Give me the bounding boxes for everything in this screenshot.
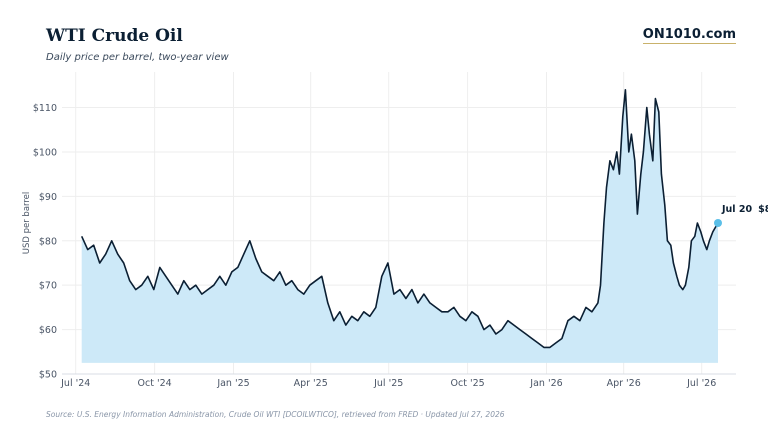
y-tick-label: $80	[39, 236, 57, 247]
source-note: Source: U.S. Energy Information Administ…	[46, 410, 505, 419]
y-tick-label: $90	[39, 192, 57, 203]
x-tick-label: Apr '25	[294, 378, 328, 389]
chart-title: WTI Crude Oil	[46, 26, 183, 46]
chart-subtitle: Daily price per barrel, two-year view	[46, 52, 229, 63]
y-tick-label: $70	[39, 281, 57, 292]
x-tick-label: Jan '25	[216, 378, 249, 389]
end-date: Jul 20	[721, 204, 752, 215]
y-tick-label: $60	[39, 325, 57, 336]
x-tick-label: Oct '25	[451, 378, 485, 389]
y-tick-label: $110	[33, 103, 57, 114]
y-axis-label: USD per barrel	[22, 192, 32, 255]
x-tick-label: Apr '26	[607, 378, 641, 389]
y-tick-label: $100	[33, 147, 57, 158]
latest-price-marker[interactable]	[713, 219, 722, 227]
y-axis-ticks: $50 $60 $70 $80 $90 $100 $110	[33, 103, 57, 380]
x-axis-ticks: Jul '24 Oct '24 Jan '25 Apr '25 Jul '25 Oct '…	[60, 378, 716, 389]
y-tick-label: $50	[39, 370, 57, 381]
x-tick-label: Jul '24	[60, 378, 90, 389]
end-value: $8	[758, 204, 768, 215]
price-area	[81, 89, 718, 363]
x-tick-label: Jul '25	[373, 378, 403, 389]
x-tick-label: Jan '26	[529, 378, 562, 389]
price-line	[80, 89, 719, 349]
latest-price-label: Jul 20 $8	[721, 204, 768, 215]
x-tick-label: Oct '24	[138, 378, 172, 389]
x-tick-label: Jul '26	[686, 378, 716, 389]
brand-logo[interactable]: ON1010.com	[642, 27, 736, 44]
